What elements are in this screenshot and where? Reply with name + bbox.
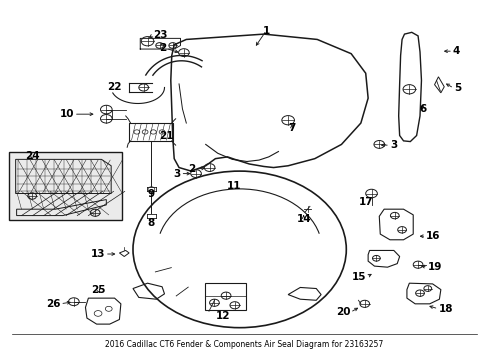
Text: 14: 14 — [296, 214, 310, 224]
Text: 10: 10 — [59, 109, 74, 119]
Text: 2016 Cadillac CT6 Fender & Components Air Seal Diagram for 23163257: 2016 Cadillac CT6 Fender & Components Ai… — [105, 340, 383, 349]
Text: 12: 12 — [215, 311, 229, 321]
Bar — [204, 283, 245, 310]
Text: 8: 8 — [147, 218, 155, 228]
Text: 20: 20 — [335, 307, 349, 318]
Text: 17: 17 — [358, 197, 372, 207]
Text: 13: 13 — [90, 249, 104, 259]
Text: 21: 21 — [159, 131, 173, 140]
Text: 4: 4 — [452, 46, 459, 56]
Text: 26: 26 — [46, 299, 60, 309]
Text: 16: 16 — [426, 231, 440, 241]
Text: 3: 3 — [389, 140, 396, 150]
Text: 3: 3 — [173, 168, 180, 179]
Text: 18: 18 — [438, 304, 452, 314]
Text: 7: 7 — [288, 123, 295, 133]
Text: 19: 19 — [427, 262, 441, 272]
Text: 1: 1 — [262, 26, 269, 36]
Text: 2: 2 — [187, 164, 195, 174]
Text: 25: 25 — [91, 285, 105, 294]
Text: 2: 2 — [159, 43, 165, 53]
Text: 15: 15 — [351, 272, 366, 282]
Text: 6: 6 — [418, 104, 426, 114]
Text: 11: 11 — [226, 181, 241, 191]
Text: 23: 23 — [153, 30, 167, 40]
Text: 22: 22 — [107, 82, 122, 93]
Text: 9: 9 — [147, 189, 155, 198]
Text: 24: 24 — [25, 151, 40, 161]
Text: 5: 5 — [453, 83, 460, 93]
Bar — [9, 152, 122, 220]
